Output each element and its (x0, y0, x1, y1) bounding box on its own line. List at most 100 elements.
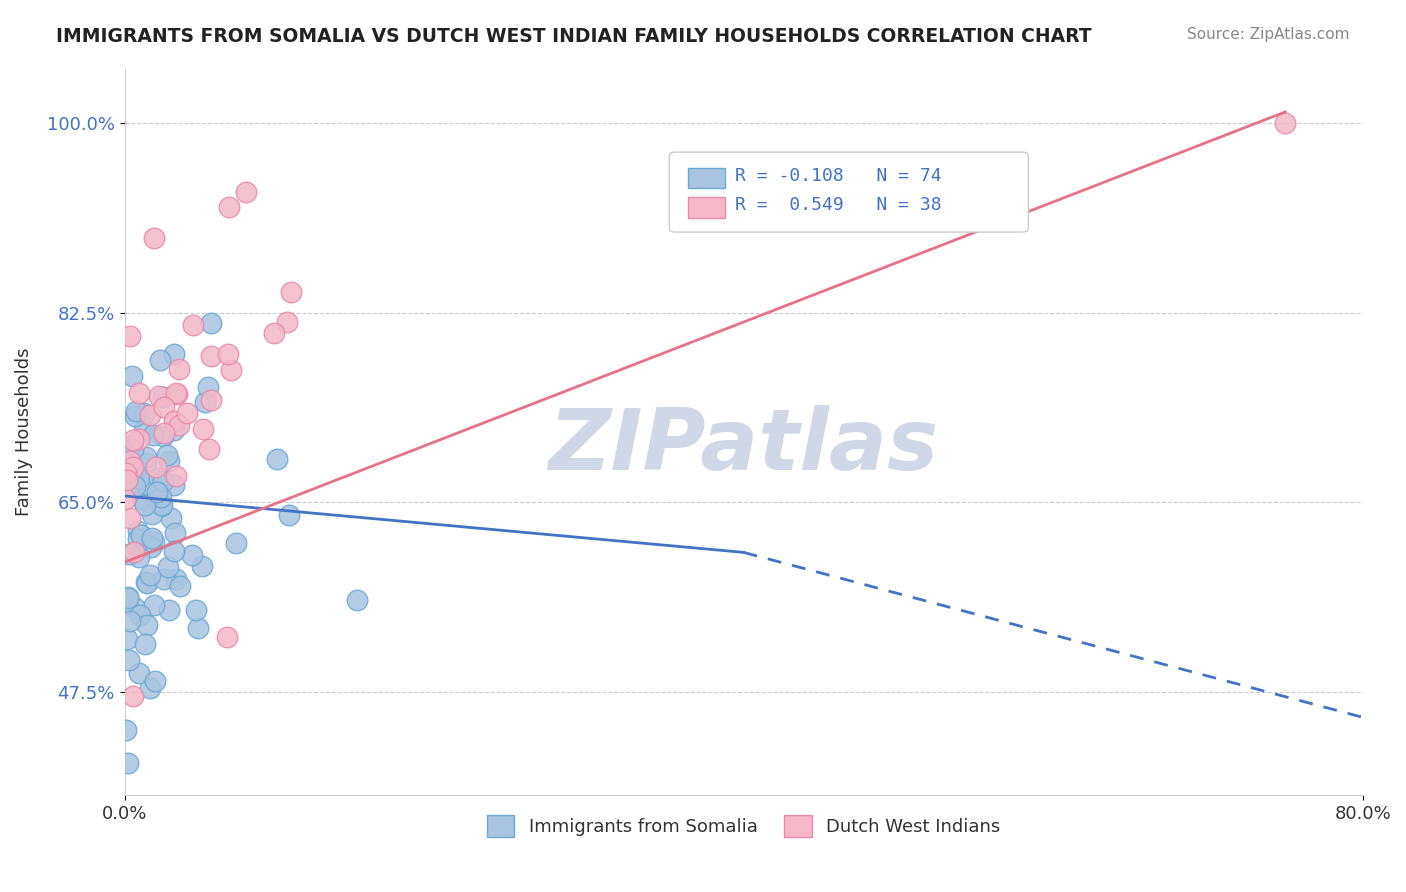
Legend: Immigrants from Somalia, Dutch West Indians: Immigrants from Somalia, Dutch West Indi… (479, 808, 1008, 845)
Point (152, 498, 174, 512)
Point (176, 406, 198, 420)
Point (120, 454, 142, 468)
Point (152, 400, 174, 414)
Point (148, 471, 170, 485)
Point (163, 423, 186, 437)
Point (117, 756, 139, 770)
Point (121, 369, 143, 384)
Point (169, 579, 191, 593)
Point (159, 511, 181, 525)
Point (129, 539, 152, 553)
Point (167, 418, 190, 433)
Point (128, 665, 150, 680)
Point (167, 362, 190, 376)
Text: R =  0.549   N = 38: R = 0.549 N = 38 (735, 196, 942, 214)
Point (128, 608, 150, 623)
Point (117, 547, 139, 561)
Point (143, 230, 166, 244)
Point (146, 484, 169, 499)
Text: Source: ZipAtlas.com: Source: ZipAtlas.com (1187, 27, 1350, 42)
Point (135, 450, 157, 464)
Point (163, 347, 186, 361)
Point (156, 448, 179, 462)
Point (163, 544, 186, 558)
Text: IMMIGRANTS FROM SOMALIA VS DUTCH WEST INDIAN FAMILY HOUSEHOLDS CORRELATION CHART: IMMIGRANTS FROM SOMALIA VS DUTCH WEST IN… (56, 27, 1092, 45)
Text: R = -0.108   N = 74: R = -0.108 N = 74 (735, 167, 942, 186)
Point (117, 591, 139, 606)
Point (165, 469, 187, 483)
Point (131, 491, 153, 506)
Point (266, 451, 288, 466)
Point (165, 572, 187, 586)
Point (127, 524, 149, 538)
Point (124, 601, 146, 615)
Point (157, 454, 180, 468)
Point (118, 511, 141, 525)
Bar (688, 168, 725, 188)
Point (135, 456, 157, 470)
Point (280, 285, 302, 300)
Point (134, 406, 156, 420)
Point (163, 478, 186, 492)
Text: ZIPatlas: ZIPatlas (548, 405, 939, 488)
Point (165, 526, 187, 541)
Point (219, 363, 242, 377)
Point (163, 414, 186, 428)
Point (139, 540, 162, 554)
Point (150, 499, 173, 513)
Point (157, 559, 180, 574)
Point (181, 318, 204, 332)
Point (225, 536, 247, 550)
Point (143, 674, 166, 689)
Point (184, 603, 207, 617)
Point (135, 477, 157, 491)
Point (121, 433, 143, 447)
Point (145, 459, 167, 474)
Point (149, 353, 172, 368)
Point (152, 474, 174, 488)
Point (115, 632, 138, 646)
Point (139, 681, 162, 695)
Point (117, 591, 139, 605)
Point (139, 568, 162, 582)
Point (142, 427, 165, 442)
Point (200, 349, 222, 363)
Point (128, 386, 150, 401)
Point (134, 637, 156, 651)
Point (181, 548, 204, 562)
Point (235, 186, 257, 200)
Point (200, 317, 222, 331)
Point (135, 574, 157, 589)
Point (148, 389, 170, 403)
Point (346, 593, 368, 607)
Point (215, 630, 238, 644)
Point (124, 409, 146, 423)
Point (166, 387, 188, 401)
Point (127, 533, 149, 547)
Point (165, 386, 187, 401)
Point (152, 390, 174, 404)
Point (157, 603, 180, 617)
Point (277, 508, 299, 523)
Point (141, 507, 163, 521)
Point (142, 535, 165, 549)
Point (200, 392, 222, 407)
Point (115, 474, 138, 488)
Point (115, 723, 138, 738)
Point (276, 314, 298, 328)
Point (191, 422, 214, 436)
Point (141, 531, 163, 545)
Point (122, 442, 145, 457)
Point (187, 621, 209, 635)
Point (118, 614, 141, 628)
Y-axis label: Family Households: Family Households (15, 348, 32, 516)
Point (118, 329, 141, 343)
Point (129, 528, 152, 542)
Point (121, 460, 143, 475)
Point (197, 379, 219, 393)
Point (125, 404, 148, 418)
Point (135, 618, 157, 632)
Point (152, 572, 174, 586)
FancyBboxPatch shape (669, 153, 1028, 232)
Point (124, 478, 146, 492)
